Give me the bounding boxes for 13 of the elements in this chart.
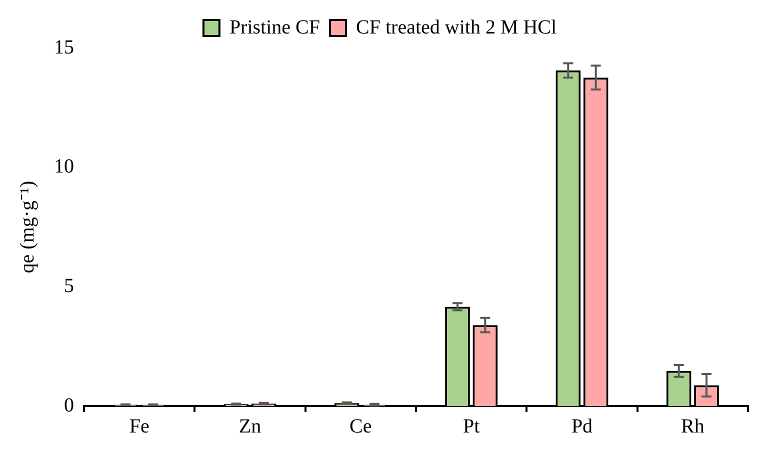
- legend-label: Pristine CF: [229, 16, 320, 38]
- y-axis-title: qe (mg·g⁻¹): [16, 180, 38, 274]
- y-tick-label: 15: [54, 36, 74, 58]
- x-tick-label: Zn: [238, 415, 262, 438]
- x-tick-label: Rh: [680, 415, 704, 438]
- y-tick-label: 10: [54, 156, 74, 178]
- legend-label: CF treated with 2 M HCl: [356, 16, 558, 38]
- x-tick-label: Ce: [350, 415, 372, 438]
- y-tick-label: 0: [64, 394, 74, 416]
- y-tick-label: 5: [64, 274, 74, 297]
- x-tick-label: Pd: [571, 415, 593, 438]
- x-tick-label: Pt: [462, 415, 480, 438]
- x-tick-label: Fe: [129, 415, 150, 438]
